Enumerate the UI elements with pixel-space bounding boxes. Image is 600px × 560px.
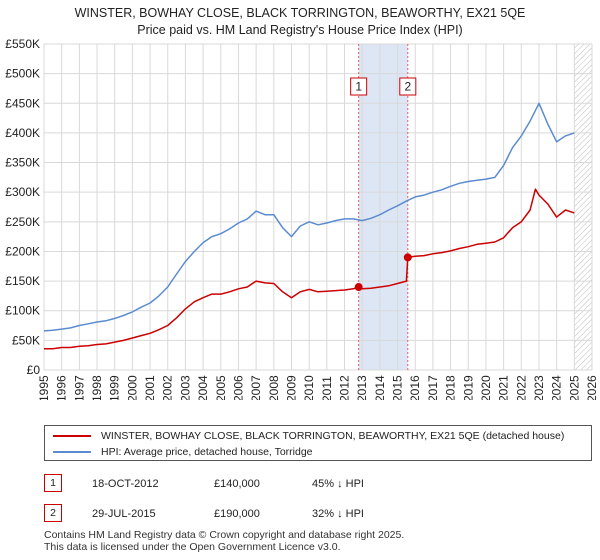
x-tick-label: 2024 bbox=[550, 375, 564, 400]
y-tick-label: £450K bbox=[5, 96, 40, 110]
x-tick-label: 2002 bbox=[161, 375, 175, 400]
sale-price: £140,000 bbox=[214, 478, 260, 490]
x-tick-label: 2018 bbox=[444, 375, 458, 400]
y-tick-label: £300K bbox=[5, 185, 40, 199]
x-tick-label: 2019 bbox=[461, 375, 475, 400]
price-chart: 1 2 £0 £50K £100K £150K £200K £250K £300K £350K £4… bbox=[5, 37, 599, 400]
sale-point bbox=[403, 253, 412, 262]
x-tick-label: 2016 bbox=[408, 375, 422, 400]
chart-title-line2: Price paid vs. HM Land Registry's House … bbox=[137, 23, 463, 37]
chart-title: WINSTER, BOWHAY CLOSE, BLACK TORRINGTON,… bbox=[0, 5, 600, 39]
legend-label-property: WINSTER, BOWHAY CLOSE, BLACK TORRINGTON,… bbox=[101, 430, 565, 442]
chart-legend: WINSTER, BOWHAY CLOSE, BLACK TORRINGTON,… bbox=[44, 425, 592, 461]
x-tick-label: 2026 bbox=[585, 375, 599, 400]
legend-label-hpi: HPI: Average price, detached house, Torr… bbox=[101, 446, 313, 458]
ownership-shade bbox=[358, 44, 408, 370]
x-tick-label: 1995 bbox=[37, 375, 51, 400]
hpi-series-line bbox=[44, 102, 575, 332]
x-tick-label: 2021 bbox=[497, 375, 511, 400]
x-tick-label: 1996 bbox=[55, 375, 69, 400]
sale-marker-label: 2 bbox=[404, 80, 411, 94]
y-tick-label: £0 bbox=[27, 363, 41, 377]
y-tick-label: £350K bbox=[5, 156, 40, 170]
x-tick-label: 2005 bbox=[214, 375, 228, 400]
legend-item-hpi: HPI: Average price, detached house, Torr… bbox=[53, 444, 313, 460]
sale-marker-badge: 2 bbox=[44, 504, 62, 522]
x-tick-label: 2008 bbox=[267, 375, 281, 400]
sale-date: 29-JUL-2015 bbox=[92, 508, 156, 520]
footer-line2: This data is licensed under the Open Gov… bbox=[44, 541, 341, 553]
plot-area bbox=[44, 44, 592, 370]
y-tick-label: £100K bbox=[5, 304, 40, 318]
x-tick-label: 2020 bbox=[479, 375, 493, 400]
x-tick-label: 1997 bbox=[72, 375, 86, 400]
x-tick-label: 2009 bbox=[284, 375, 298, 400]
x-tick-label: 2022 bbox=[514, 375, 528, 400]
x-tick-label: 2006 bbox=[231, 375, 245, 400]
sale-marker-box bbox=[350, 77, 368, 96]
y-tick-label: £500K bbox=[5, 67, 40, 81]
x-tick-label: 2017 bbox=[426, 375, 440, 400]
y-tick-label: £550K bbox=[5, 37, 40, 51]
y-tick-label: £50K bbox=[12, 333, 40, 347]
x-tick-label: 2003 bbox=[178, 375, 192, 400]
x-tick-label: 2010 bbox=[302, 375, 316, 400]
x-tick-label: 2013 bbox=[355, 375, 369, 400]
x-tick-label: 1998 bbox=[90, 375, 104, 400]
y-tick-label: £200K bbox=[5, 244, 40, 258]
sale-marker-box bbox=[399, 77, 417, 96]
x-tick-label: 2001 bbox=[143, 375, 157, 400]
footer-line1: Contains HM Land Registry data © Crown c… bbox=[44, 529, 405, 541]
y-tick-label: £250K bbox=[5, 215, 40, 229]
legend-item-property: WINSTER, BOWHAY CLOSE, BLACK TORRINGTON,… bbox=[53, 428, 564, 444]
property-series-line bbox=[44, 188, 575, 350]
x-tick-label: 1999 bbox=[108, 375, 122, 400]
y-tick-label: £150K bbox=[5, 274, 40, 288]
future-hatch bbox=[574, 44, 592, 370]
sale-hpi-diff: 45% ↓ HPI bbox=[312, 478, 364, 490]
x-tick-label: 2014 bbox=[373, 375, 387, 400]
chart-title-line1: WINSTER, BOWHAY CLOSE, BLACK TORRINGTON,… bbox=[74, 6, 526, 20]
sale-point bbox=[354, 283, 363, 292]
legend-swatch-hpi bbox=[53, 451, 91, 454]
x-tick-label: 2015 bbox=[391, 375, 405, 400]
sale-marker-badge: 1 bbox=[44, 474, 62, 492]
sale-date: 18-OCT-2012 bbox=[92, 478, 159, 490]
x-tick-label: 2023 bbox=[532, 375, 546, 400]
x-tick-label: 2004 bbox=[196, 375, 210, 400]
x-tick-label: 2007 bbox=[249, 375, 263, 400]
x-tick-label: 2025 bbox=[567, 375, 581, 400]
legend-swatch-property bbox=[53, 435, 91, 438]
x-tick-label: 2012 bbox=[338, 375, 352, 400]
sale-price: £190,000 bbox=[214, 508, 260, 520]
x-tick-label: 2000 bbox=[125, 375, 139, 400]
y-tick-label: £400K bbox=[5, 126, 40, 140]
x-tick-label: 2011 bbox=[320, 376, 334, 400]
sale-marker-label: 1 bbox=[355, 80, 362, 94]
sale-hpi-diff: 32% ↓ HPI bbox=[312, 508, 364, 520]
footer-attribution: Contains HM Land Registry data © Crown c… bbox=[44, 529, 404, 553]
